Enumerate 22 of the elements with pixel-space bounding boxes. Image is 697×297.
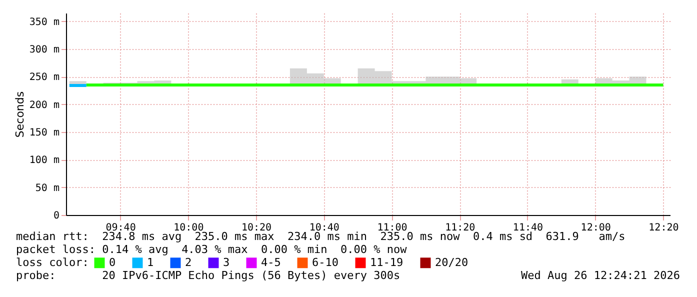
text: Wed Aug 26 12:24:21 2026	[521, 269, 680, 282]
y-tick-label: 150 m	[29, 127, 60, 138]
legend-label: 3	[223, 256, 230, 269]
legend-label: 20/20	[435, 256, 468, 269]
y-tick-label: 200 m	[29, 100, 60, 111]
legend-label: 2	[185, 256, 192, 269]
y-tick-label: 0	[53, 210, 60, 222]
y-tick-label: 300 m	[29, 44, 60, 56]
legend-title: loss color:	[16, 256, 89, 269]
x-tick-label: 12:20	[648, 222, 679, 234]
text: packet loss: 0.14 % avg 4.03 % max 0.00 % min 0.00 % now	[16, 243, 408, 256]
y-tick-label: 250 m	[29, 72, 60, 84]
legend-label: 4-5	[261, 256, 281, 269]
text: probe: 20 IPv6-ICMP Echo Pings (56 Bytes) every 300s	[16, 269, 400, 282]
y-tick-label: 50 m	[35, 182, 60, 194]
y-tick-label: 100 m	[29, 155, 60, 166]
y-tick-label: 350 m	[29, 16, 60, 28]
legend-label: 11-19	[370, 256, 404, 269]
y-axis-title: Seconds	[13, 91, 26, 138]
legend-label: 0	[109, 256, 116, 269]
legend-label: 1	[147, 256, 154, 269]
legend-label: 6-10	[312, 256, 338, 269]
